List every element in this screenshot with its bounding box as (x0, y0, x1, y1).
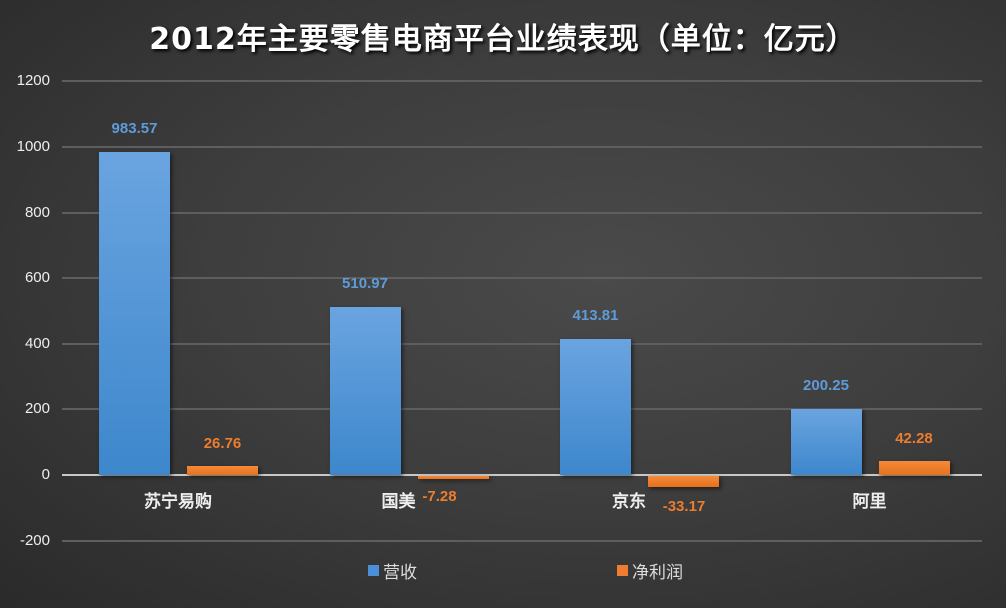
y-tick-label: 1200 (16, 72, 50, 90)
gridline (62, 146, 982, 148)
gridline (62, 211, 982, 214)
y-tick-label: 600 (24, 269, 50, 287)
x-category-label: 苏宁易购 (144, 492, 212, 512)
y-tick-label: 800 (24, 203, 50, 221)
legend-item-net-profit: 净利润 (617, 558, 683, 583)
gridline (62, 80, 982, 83)
y-tick-label: -200 (19, 531, 50, 549)
data-label-net-profit: -33.17 (662, 498, 706, 515)
data-label-revenue: 510.97 (342, 275, 388, 293)
gridline (62, 342, 982, 345)
data-label-revenue: 983.57 (111, 120, 158, 138)
legend-label-net-profit: 净利润 (632, 563, 683, 583)
bar-net-profit (417, 476, 489, 479)
bar-net-profit (648, 476, 719, 487)
bar-revenue (790, 409, 862, 475)
gridline (62, 277, 982, 280)
data-label-revenue: 200.25 (803, 377, 849, 395)
data-label-net-profit: 42.28 (895, 430, 933, 448)
bar-revenue (99, 152, 170, 475)
legend-item-revenue: 营收 (368, 558, 417, 583)
gridline (62, 408, 982, 411)
chart-title: 2012年主要零售电商平台业绩表现（单位：亿元） (149, 22, 857, 57)
legend-label-revenue: 营收 (383, 563, 417, 583)
legend-swatch-revenue (368, 565, 379, 576)
legend-swatch-net-profit (617, 565, 628, 576)
data-label-net-profit: -7.28 (422, 488, 457, 505)
data-label-revenue: 413.81 (572, 307, 619, 325)
gridline (62, 474, 982, 476)
bar-revenue (560, 339, 631, 475)
y-tick-label: 200 (24, 400, 50, 418)
data-label-net-profit: 26.76 (203, 435, 242, 453)
bar-revenue (329, 307, 401, 475)
gridline (62, 539, 982, 542)
x-category-label: 国美 (381, 492, 416, 512)
x-category-label: 京东 (612, 492, 646, 512)
bar-net-profit (878, 461, 950, 475)
x-category-label: 阿里 (852, 492, 887, 512)
y-tick-label: 1000 (16, 138, 50, 155)
bar-net-profit (187, 466, 258, 475)
y-tick-label: 0 (41, 466, 50, 483)
y-tick-label: 400 (24, 334, 50, 352)
